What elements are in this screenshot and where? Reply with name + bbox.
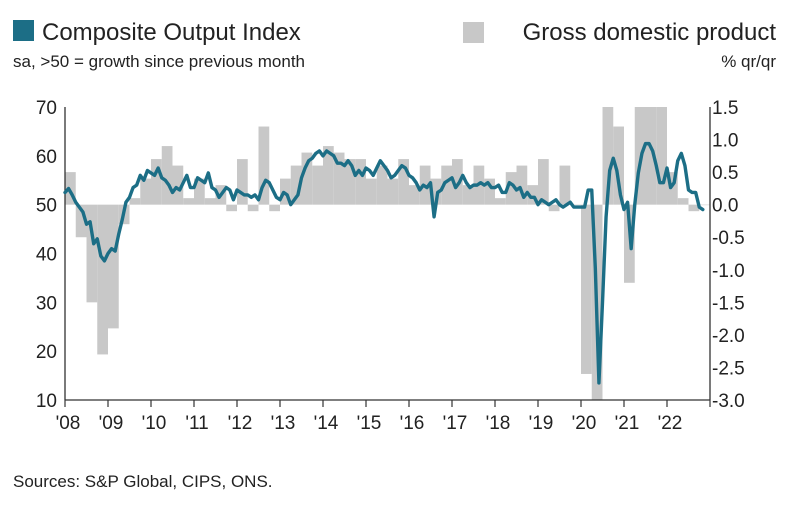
x-tick-label: '08: [56, 413, 81, 434]
right-axis-subtitle: % qr/qr: [721, 52, 776, 71]
right-tick-label: 1.5: [712, 98, 738, 119]
tick-labels: 70 60 50 40 30 20 10 1.5 1.0 0.5 0.0 -0.5 -1.0 -1.5 -2…: [36, 98, 745, 434]
x-tick-label: '11: [185, 413, 208, 434]
legend-bar-label: Gross domestic product: [523, 19, 777, 46]
left-tick-label: 20: [36, 342, 57, 363]
x-tick-label: '09: [99, 413, 124, 434]
x-tick-label: '18: [486, 413, 511, 434]
x-tick-label: '15: [357, 413, 382, 434]
gdp-bar: [344, 159, 356, 205]
gdp-bar: [86, 204, 98, 303]
gdp-bar: [452, 159, 463, 205]
x-tick-label: '17: [443, 413, 468, 434]
gdp-bar: [398, 159, 409, 205]
gdp-bar: [677, 198, 689, 205]
gdp-bar: [430, 178, 442, 205]
gdp-bar: [462, 185, 474, 205]
gdp-bar: [570, 204, 581, 206]
gdp-bar: [484, 178, 495, 205]
gdp-bar: [516, 165, 528, 205]
right-tick-label: 1.0: [712, 131, 738, 152]
right-tick-label: -2.0: [712, 326, 745, 347]
gdp-bar: [495, 198, 506, 205]
left-tick-label: 30: [36, 293, 57, 314]
gdp-bar: [97, 204, 108, 355]
gdp-bar: [538, 159, 549, 205]
gdp-bar: [290, 165, 302, 205]
gdp-bar: [226, 204, 237, 212]
gdp-bar: [376, 165, 388, 205]
gdp-bar: [505, 172, 517, 205]
gdp-bar: [656, 107, 667, 205]
x-tick-label: '16: [400, 413, 425, 434]
gdp-bar: [645, 107, 657, 205]
x-tick-label: '13: [271, 413, 296, 434]
right-tick-label: -0.5: [712, 228, 745, 249]
left-axis-subtitle: sa, >50 = growth since previous month: [13, 52, 305, 71]
x-tick-label: '20: [572, 413, 597, 434]
left-tick-label: 60: [36, 147, 57, 168]
gdp-bar: [194, 178, 205, 205]
gdp-bar: [312, 165, 323, 205]
gdp-bar: [366, 178, 377, 205]
gdp-bar: [409, 185, 420, 205]
gdp-bar: [387, 178, 399, 205]
x-tick-label: '19: [529, 413, 554, 434]
left-tick-label: 40: [36, 245, 57, 266]
left-tick-label: 10: [36, 391, 57, 412]
gdp-bar: [129, 198, 141, 205]
gdp-bar: [559, 165, 571, 205]
axes: [64, 107, 711, 407]
right-tick-label: -1.0: [712, 261, 745, 282]
gdp-bar: [301, 152, 313, 205]
gdp-bar: [699, 204, 710, 206]
right-tick-label: 0.5: [712, 163, 738, 184]
right-tick-label: 0.0: [712, 196, 738, 217]
x-tick-label: '22: [658, 413, 683, 434]
gdp-bar: [258, 126, 270, 205]
gdp-bar: [108, 204, 119, 329]
gdp-bar: [237, 159, 248, 205]
gdp-bar: [355, 159, 366, 205]
gdp-bar: [140, 178, 151, 205]
gdp-bar: [247, 204, 259, 212]
gdp-bar: [548, 204, 560, 212]
gdp-bar: [151, 159, 162, 205]
x-tick-label: '21: [615, 413, 640, 434]
gdp-bar: [323, 146, 334, 205]
source-note: Sources: S&P Global, CIPS, ONS.: [13, 472, 273, 491]
legend-line-swatch: [13, 20, 34, 41]
right-tick-label: -2.5: [712, 358, 745, 379]
gdp-bar: [333, 152, 345, 205]
gdp-bars: [65, 107, 710, 400]
gdp-bar: [527, 185, 538, 205]
gdp-bar: [183, 198, 194, 205]
gdp-bar: [269, 204, 280, 212]
left-tick-label: 50: [36, 196, 57, 217]
gdp-bar: [172, 165, 184, 205]
x-tick-label: '12: [228, 413, 253, 434]
pmi-line: [63, 141, 705, 385]
gdp-bar: [613, 126, 624, 205]
gdp-bar: [161, 146, 173, 205]
x-tick-label: '10: [142, 413, 167, 434]
legend-bar-swatch: [463, 22, 484, 43]
gdp-bar: [667, 172, 678, 205]
gdp-bar: [602, 107, 614, 205]
gdp-bar: [75, 204, 87, 238]
gdp-bar: [204, 198, 216, 205]
gdp-bar: [441, 165, 452, 205]
right-tick-label: -1.5: [712, 293, 745, 314]
gdp-bar: [581, 204, 592, 374]
gdp-bar: [688, 204, 700, 212]
legend-line-label: Composite Output Index: [42, 19, 301, 46]
left-tick-label: 70: [36, 98, 57, 119]
pmi-line-group: [63, 141, 705, 385]
x-tick-label: '14: [314, 413, 339, 434]
right-tick-label: -3.0: [712, 391, 745, 412]
